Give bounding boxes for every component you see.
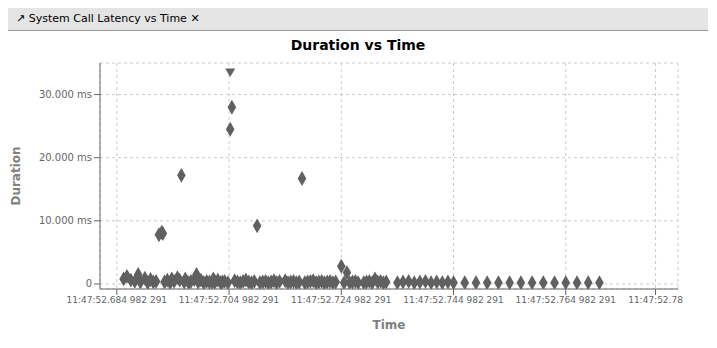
svg-text:0: 0 xyxy=(86,278,92,289)
svg-text:11:47:52.684 982 291: 11:47:52.684 982 291 xyxy=(67,295,168,305)
html-text:↗ System Call Latency vs Time: ↗ System Call Latency vs Time ✕ xyxy=(16,12,200,25)
svg-text:11:47:52.764 982 291: 11:47:52.764 982 291 xyxy=(515,295,616,305)
svg-text:11:47:52.704 982 291: 11:47:52.704 982 291 xyxy=(179,295,280,305)
svg-text:11:47:52.744 982 291: 11:47:52.744 982 291 xyxy=(403,295,504,305)
svg-text:Time: Time xyxy=(373,318,406,332)
svg-text:20.000 ms: 20.000 ms xyxy=(39,152,92,163)
svg-text:11:47:52.78: 11:47:52.78 xyxy=(628,295,683,305)
html-text:Duration vs Time: Duration vs Time xyxy=(290,37,426,53)
svg-text:10.000 ms: 10.000 ms xyxy=(39,215,92,226)
svg-text:11:47:52.724 982 291: 11:47:52.724 982 291 xyxy=(291,295,392,305)
svg-text:30.000 ms: 30.000 ms xyxy=(39,89,92,100)
svg-text:Duration: Duration xyxy=(9,146,23,205)
